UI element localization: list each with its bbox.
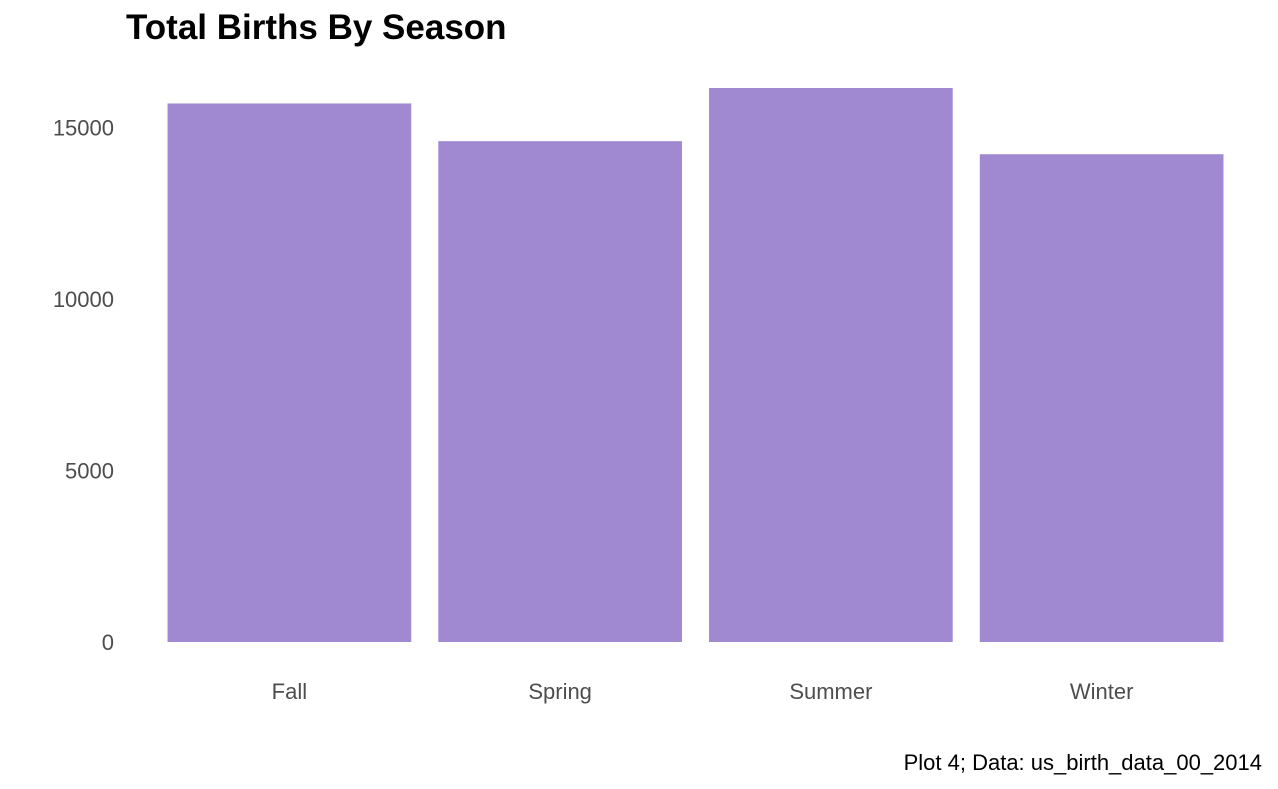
bars [167, 88, 1224, 643]
y-tick-label-0: 0 [102, 630, 114, 655]
x-tick-label-winter: Winter [1070, 679, 1134, 704]
x-tick-label-spring: Spring [528, 679, 592, 704]
x-tick-label-fall: Fall [272, 679, 307, 704]
y-axis: 0 5000 10000 15000 [53, 115, 114, 655]
y-tick-label-5000: 5000 [65, 458, 114, 483]
chart-title: Total Births By Season [126, 8, 507, 47]
y-tick-label-10000: 10000 [53, 287, 114, 312]
bar-spring [438, 141, 682, 643]
bar-fall [167, 103, 412, 642]
bar-summer [709, 88, 953, 642]
x-tick-label-summer: Summer [789, 679, 872, 704]
x-axis: Fall Spring Summer Winter [272, 679, 1134, 704]
bar-winter [979, 154, 1224, 642]
y-tick-label-15000: 15000 [53, 115, 114, 140]
chart-caption: Plot 4; Data: us_birth_data_00_2014 [904, 750, 1262, 775]
